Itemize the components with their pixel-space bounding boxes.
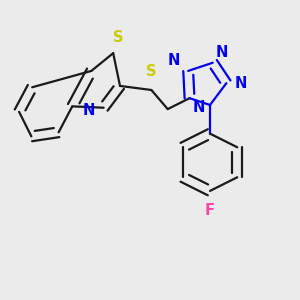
Text: N: N — [235, 76, 247, 91]
Text: N: N — [215, 45, 228, 60]
Text: S: S — [113, 30, 124, 45]
Text: N: N — [83, 103, 95, 118]
Text: N: N — [192, 100, 205, 115]
Text: N: N — [168, 53, 180, 68]
Text: F: F — [205, 203, 215, 218]
Text: S: S — [146, 64, 157, 79]
